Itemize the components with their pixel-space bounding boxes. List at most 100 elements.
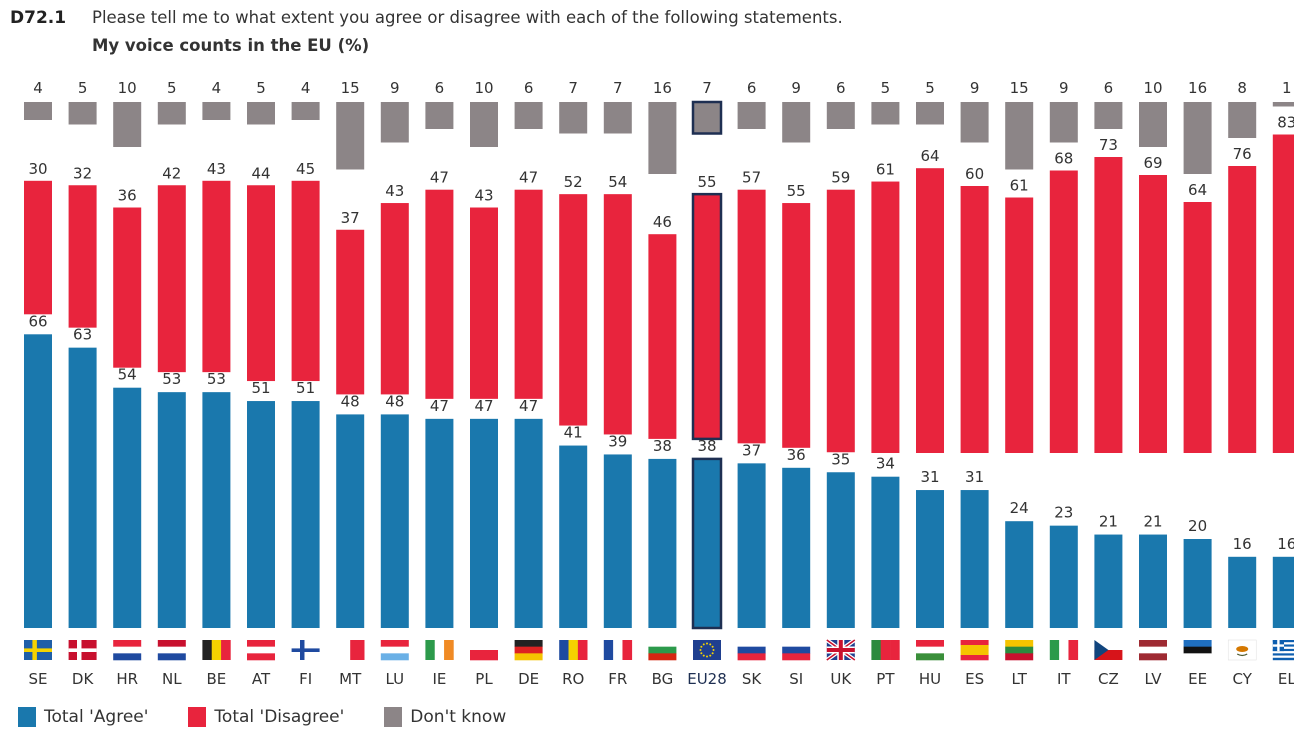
agree-value-label: 21 <box>1143 513 1162 531</box>
flag-uk-icon <box>825 638 856 662</box>
flag-hu-icon <box>916 640 944 661</box>
flag-stripe <box>577 640 588 660</box>
dontknow-bar-hu <box>916 102 944 125</box>
flag-stripe <box>648 640 677 647</box>
flag-island <box>1236 646 1249 652</box>
dontknow-bar-it <box>1049 102 1078 143</box>
flag-stripe <box>613 640 623 660</box>
dontknow-bar-el <box>1272 102 1294 107</box>
agree-bar-fr <box>603 454 632 628</box>
agree-bar-cy <box>1228 556 1257 628</box>
agree-bar-fi <box>291 401 320 628</box>
agree-value-label: 38 <box>653 437 672 455</box>
flag-stripe <box>960 640 989 646</box>
flag-stripe <box>1059 640 1069 660</box>
country-label: CZ <box>1098 670 1119 688</box>
disagree-bar-lv <box>1139 175 1167 453</box>
agree-bar-nl <box>157 392 186 628</box>
agree-bar-cz <box>1094 534 1123 628</box>
flag-stripe <box>871 640 882 660</box>
flag-cz-icon <box>1094 640 1123 660</box>
dontknow-bar-cy <box>1228 102 1257 138</box>
country-label: BE <box>207 670 227 688</box>
flag-star <box>700 652 703 655</box>
flag-si-icon <box>782 640 811 661</box>
country-column-uk <box>826 102 855 628</box>
flag-stripe <box>1068 640 1079 660</box>
dontknow-bar-pl <box>470 102 498 147</box>
dontknow-bar-bg <box>648 102 677 174</box>
dontknow-value-label: 4 <box>301 79 311 97</box>
agree-value-label: 48 <box>385 392 404 410</box>
legend-swatch <box>188 707 207 727</box>
flag-star <box>702 654 705 657</box>
legend-label: Total 'Disagree' <box>214 707 345 727</box>
country-column-dk <box>68 102 97 628</box>
agree-bar-de <box>514 418 543 628</box>
flag-fr-icon <box>603 640 633 660</box>
flag-stripe <box>380 646 409 654</box>
flag-stripe <box>221 640 231 660</box>
country-label: NL <box>162 670 182 688</box>
country-label: SI <box>789 670 803 688</box>
disagree-value-label: 46 <box>653 213 672 231</box>
flag-stripe <box>157 640 186 647</box>
flag-stripe <box>916 640 944 647</box>
country-column-at <box>247 102 275 628</box>
agree-value-label: 21 <box>1099 513 1118 531</box>
flag-stripe <box>648 646 677 654</box>
agree-value-label: 23 <box>1054 504 1073 522</box>
dontknow-bar-hr <box>113 102 142 147</box>
disagree-value-label: 54 <box>608 173 627 191</box>
disagree-bar-de <box>514 189 543 399</box>
disagree-bar-uk <box>826 189 855 453</box>
country-label: DE <box>518 670 539 688</box>
agree-value-label: 53 <box>162 370 181 388</box>
flag-stripe <box>470 650 498 661</box>
flag-cy-icon <box>1227 639 1257 661</box>
disagree-bar-cz <box>1094 157 1123 453</box>
dontknow-value-label: 6 <box>435 79 445 97</box>
disagree-value-label: 59 <box>831 169 850 187</box>
dontknow-value-label: 9 <box>390 79 400 97</box>
country-column-hu <box>916 102 944 628</box>
agree-bar-si <box>782 467 811 628</box>
agree-value-label: 51 <box>296 379 315 397</box>
agree-value-label: 36 <box>787 446 806 464</box>
disagree-value-label: 45 <box>296 160 315 178</box>
dontknow-value-label: 5 <box>78 79 88 97</box>
dontknow-value-label: 6 <box>1104 79 1114 97</box>
flag-stripe <box>1183 640 1212 647</box>
dontknow-bar-se <box>24 102 52 120</box>
country-label: AT <box>252 670 271 688</box>
disagree-bar-bg <box>648 234 677 439</box>
flag-lu-icon <box>380 640 409 661</box>
agree-bar-eu28 <box>691 457 723 630</box>
agree-value-label: 63 <box>73 326 92 344</box>
country-column-bg <box>648 102 677 628</box>
flag-pl-icon <box>470 640 498 661</box>
flag-stripe <box>1272 651 1294 654</box>
disagree-bar-lu <box>380 203 409 395</box>
country-column-ie <box>425 102 454 628</box>
dontknow-value-label: 5 <box>881 79 891 97</box>
flag-stripe <box>782 640 811 647</box>
flag-stripe <box>960 645 989 651</box>
flag-star <box>706 655 708 658</box>
flag-star <box>700 645 703 648</box>
flag-stripe <box>247 646 275 654</box>
disagree-value-label: 64 <box>1188 181 1207 199</box>
agree-value-label: 24 <box>1010 499 1029 517</box>
country-label: RO <box>562 670 584 688</box>
legend-label: Don't know <box>410 707 507 727</box>
flag-stripe <box>157 653 186 661</box>
chart-title-text: My voice counts in the EU <box>92 36 332 55</box>
disagree-value-label: 55 <box>697 173 716 191</box>
dontknow-bar-lv <box>1139 102 1167 147</box>
disagree-value-label: 64 <box>920 147 939 165</box>
dontknow-bar-fi <box>291 102 320 120</box>
legend-item-disagree: Total 'Disagree' <box>188 707 344 727</box>
country-label: PL <box>475 670 493 688</box>
flag-lv-icon <box>1139 640 1167 661</box>
flag-hr-icon <box>113 640 142 661</box>
